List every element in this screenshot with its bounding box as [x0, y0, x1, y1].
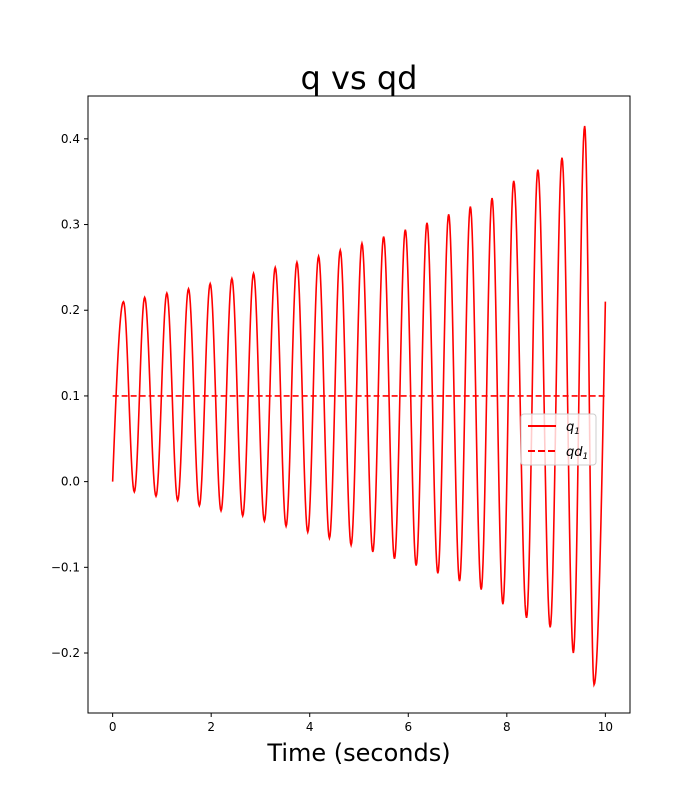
x-tick-label: 4	[306, 720, 314, 734]
legend: q1 qd1	[520, 413, 597, 466]
y-axis: −0.2 −0.1 0.0 0.1 0.2 0.3 0.4	[51, 132, 88, 660]
y-tick-label: −0.1	[51, 560, 80, 574]
x-tick-label: 0	[109, 720, 117, 734]
chart-title: q vs qd	[301, 59, 418, 97]
y-tick-label: −0.2	[51, 646, 80, 660]
x-tick-label: 2	[207, 720, 215, 734]
series-q1-line	[111, 125, 607, 688]
x-tick-label: 8	[503, 720, 511, 734]
legend-label-q1: q1	[566, 420, 580, 437]
x-tick-label: 10	[598, 720, 613, 734]
x-tick-label: 6	[404, 720, 412, 734]
axes-frame	[87, 95, 631, 714]
y-tick-label: 0.1	[61, 389, 80, 403]
y-tick-label: 0.3	[61, 218, 80, 232]
legend-label-qd1: qd1	[566, 445, 588, 462]
y-tick-label: 0.2	[61, 303, 80, 317]
y-tick-label: 0.0	[61, 475, 80, 489]
x-axis-label: Time (seconds)	[266, 739, 450, 767]
x-axis: 0 2 4 6 8 10	[109, 713, 613, 734]
plot-area	[111, 125, 607, 688]
y-tick-label: 0.4	[61, 132, 80, 146]
